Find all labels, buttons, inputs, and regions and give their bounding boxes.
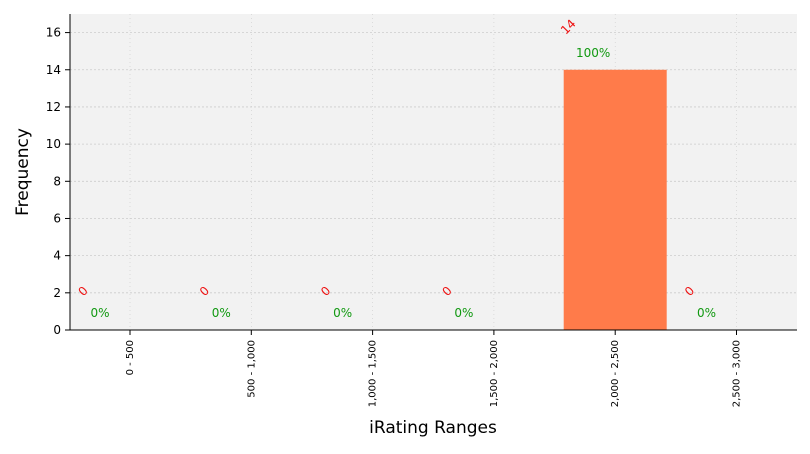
plot-background [70, 14, 797, 330]
y-tick-label: 16 [46, 26, 61, 40]
y-tick-label: 2 [53, 286, 61, 300]
x-ticks-group: 0 - 500 500 - 1,000 1,000 - 1,500 1,500 - 2… [125, 330, 743, 407]
y-tick-label: 8 [53, 174, 61, 188]
percent-label: 0% [212, 306, 231, 320]
percent-label: 0% [90, 306, 109, 320]
x-tick-label: 2,000 - 2,500 [610, 340, 621, 407]
y-tick-label: 14 [46, 63, 61, 77]
percent-label: 0% [697, 306, 716, 320]
grid-lines [70, 14, 797, 330]
y-tick-label: 12 [46, 100, 61, 114]
y-ticks-group: 0 2 4 6 8 10 12 14 16 [46, 26, 70, 337]
percent-label: 100% [576, 46, 610, 60]
percent-label: 0% [333, 306, 352, 320]
x-tick-label: 0 - 500 [125, 340, 136, 375]
percent-label: 0% [454, 306, 473, 320]
y-tick-label: 10 [46, 137, 61, 151]
x-tick-label: 1,500 - 2,000 [489, 340, 500, 407]
y-tick-label: 4 [53, 249, 61, 263]
bars-group [563, 69, 667, 330]
y-tick-label: 6 [53, 211, 61, 225]
x-tick-label: 1,000 - 1,500 [368, 340, 379, 407]
x-tick-label: 500 - 1,000 [246, 340, 257, 398]
y-axis-title: Frequency [13, 128, 33, 216]
y-tick-label: 0 [53, 323, 61, 337]
x-axis-title: iRating Ranges [369, 418, 497, 438]
x-tick-label: 2,500 - 3,000 [732, 340, 743, 407]
bar [563, 69, 667, 330]
